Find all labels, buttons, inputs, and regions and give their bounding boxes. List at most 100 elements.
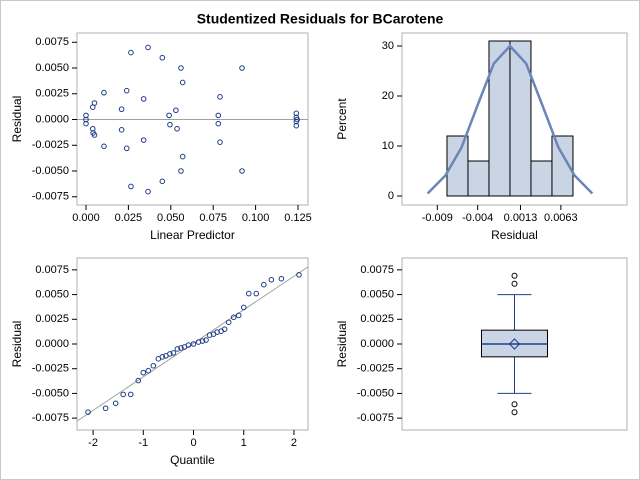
point — [174, 346, 181, 352]
x-tick-label: 0.0013 — [504, 212, 538, 224]
y-tick-label: 0.0000 — [360, 338, 394, 350]
point — [190, 341, 197, 347]
y-tick-label: 0 — [388, 190, 394, 202]
x-tick-label: 0 — [190, 437, 196, 449]
y-tick-label: -0.0025 — [357, 363, 394, 375]
point — [278, 275, 285, 282]
x-axis-label: Residual — [491, 228, 538, 242]
y-tick-label: 0.0050 — [35, 62, 69, 74]
y-tick-label: -0.0025 — [32, 139, 69, 151]
outlier — [511, 409, 518, 416]
point — [140, 96, 147, 102]
x-tick-label: 2 — [291, 437, 297, 449]
point — [150, 362, 157, 369]
outlier — [511, 401, 518, 408]
point — [159, 178, 166, 185]
y-tick-label: -0.0050 — [357, 387, 394, 399]
y-tick-label: 0.0075 — [35, 36, 69, 48]
y-tick-label: 0.0075 — [360, 264, 394, 276]
point — [140, 137, 147, 143]
point — [253, 290, 260, 297]
point — [179, 79, 186, 86]
point — [261, 281, 267, 288]
point — [101, 143, 107, 150]
reference-line — [76, 266, 309, 422]
y-tick-label: 10 — [382, 140, 394, 152]
point — [83, 120, 89, 127]
y-tick-label: 0.0075 — [35, 264, 69, 276]
point — [145, 188, 151, 195]
x-tick-label: 1 — [241, 437, 247, 449]
point — [294, 116, 300, 123]
chart-title: Studentized Residuals for BCarotene — [197, 11, 444, 27]
x-tick-label: 0.075 — [199, 212, 227, 224]
point — [230, 314, 237, 321]
point — [167, 351, 173, 357]
point — [225, 319, 232, 326]
x-tick-label: -0.009 — [422, 212, 453, 224]
point — [203, 337, 209, 343]
y-tick-label: -0.0050 — [32, 387, 69, 399]
bar — [551, 135, 574, 197]
x-axis-label: Quantile — [170, 453, 215, 467]
point — [159, 54, 166, 61]
point — [127, 391, 134, 398]
x-tick-label: 0.0063 — [544, 212, 578, 224]
point — [178, 65, 184, 71]
y-axis-label: Residual — [10, 321, 24, 368]
point — [145, 367, 152, 374]
x-tick-label: -2 — [88, 437, 98, 449]
bar — [530, 160, 553, 197]
point — [167, 121, 173, 128]
point — [240, 304, 247, 311]
point — [185, 342, 192, 348]
y-axis-label: Percent — [335, 98, 349, 140]
x-tick-label: 0.100 — [242, 212, 270, 224]
x-tick-label: -0.004 — [462, 212, 493, 224]
y-tick-label: 0.0000 — [35, 338, 69, 350]
point — [178, 345, 184, 351]
y-tick-label: -0.0075 — [32, 412, 69, 424]
point — [118, 127, 125, 133]
point — [170, 350, 177, 356]
y-tick-label: 0.0025 — [360, 313, 394, 325]
outlier — [511, 272, 518, 279]
point — [199, 338, 206, 344]
y-tick-label: 0.0025 — [35, 88, 69, 100]
point — [102, 405, 109, 412]
y-tick-label: 0.0000 — [35, 113, 69, 125]
point — [239, 65, 245, 71]
point — [128, 49, 134, 56]
point — [293, 122, 300, 129]
y-axis-label: Residual — [10, 96, 24, 143]
point — [166, 112, 172, 119]
y-tick-label: 0.0050 — [360, 288, 394, 300]
point — [235, 312, 242, 319]
x-axis-label: Linear Predictor — [150, 228, 235, 242]
point — [101, 89, 107, 96]
point — [268, 276, 275, 283]
x-tick-label: 0.125 — [284, 212, 312, 224]
y-tick-label: -0.0075 — [357, 412, 394, 424]
point — [120, 391, 126, 398]
point — [217, 139, 223, 145]
y-tick-label: 20 — [382, 90, 394, 102]
point — [245, 290, 252, 297]
bar — [467, 160, 490, 197]
y-tick-label: -0.0050 — [32, 165, 69, 177]
y-tick-label: -0.0025 — [32, 363, 69, 375]
point — [135, 377, 142, 384]
x-tick-label: 0.025 — [115, 212, 143, 224]
point — [215, 112, 222, 119]
point — [239, 168, 245, 174]
point — [85, 409, 91, 416]
point — [140, 369, 147, 376]
y-tick-label: -0.0075 — [32, 191, 69, 203]
outlier — [511, 280, 518, 287]
point — [173, 107, 179, 114]
point — [174, 125, 180, 132]
point — [91, 132, 98, 138]
x-tick-label: -1 — [138, 437, 148, 449]
point — [123, 145, 130, 152]
point — [296, 272, 302, 278]
